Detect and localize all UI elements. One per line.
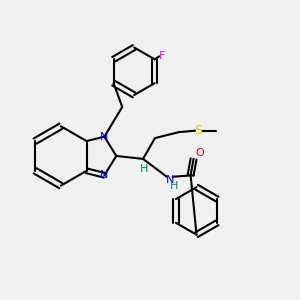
Text: N: N — [166, 175, 174, 185]
Text: H: H — [170, 181, 178, 191]
Text: O: O — [195, 148, 204, 158]
Text: N: N — [100, 170, 109, 180]
Text: H: H — [140, 164, 149, 174]
Text: F: F — [159, 51, 165, 62]
Text: S: S — [194, 124, 202, 137]
Text: N: N — [100, 132, 109, 142]
